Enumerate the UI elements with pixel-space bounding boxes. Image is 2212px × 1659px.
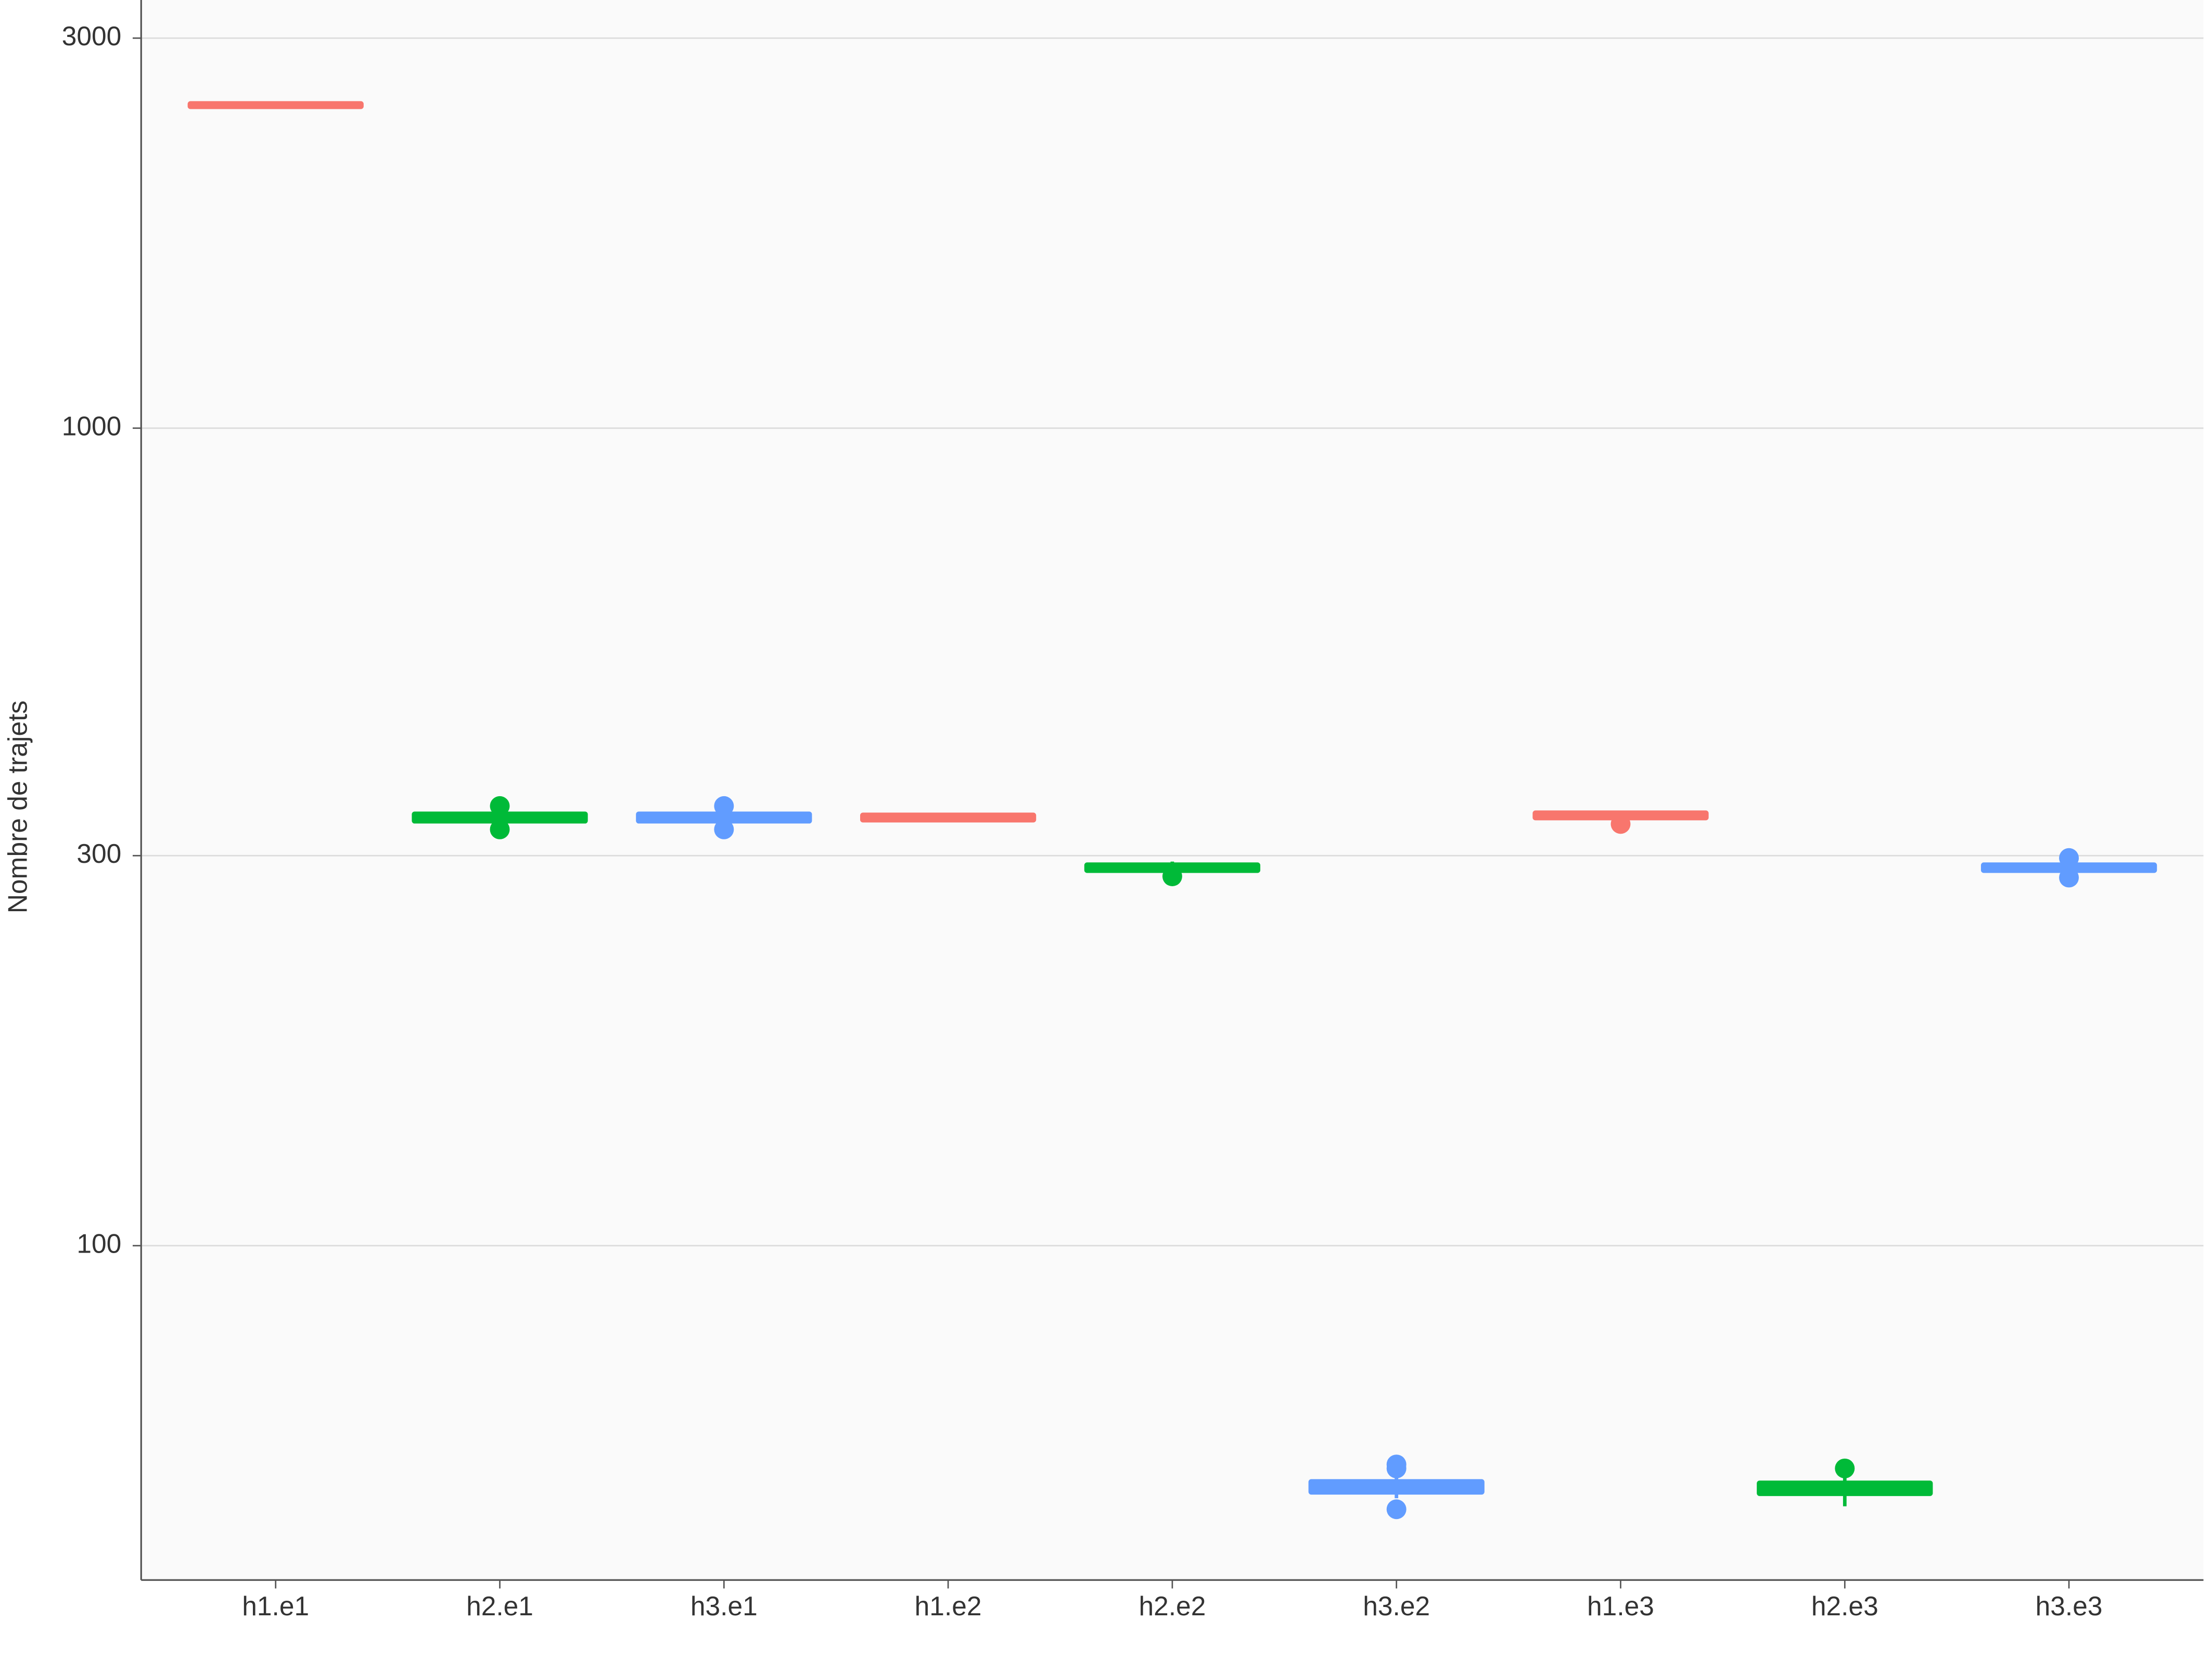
outlier xyxy=(2059,867,2079,888)
outlier xyxy=(1835,1458,1855,1478)
outlier xyxy=(714,819,734,839)
x-tick-label: h2.e3 xyxy=(1811,1591,1878,1621)
x-tick-label: h1.e2 xyxy=(915,1591,982,1621)
outlier xyxy=(1610,814,1631,834)
y-tick-label: 300 xyxy=(76,838,121,869)
x-tick-label: h2.e2 xyxy=(1139,1591,1206,1621)
x-tick-label: h2.e1 xyxy=(466,1591,533,1621)
outlier xyxy=(490,796,510,816)
x-tick-label: h3.e3 xyxy=(2036,1591,2103,1621)
y-tick-label: 100 xyxy=(76,1228,121,1258)
x-tick-label: h1.e3 xyxy=(1587,1591,1654,1621)
y-tick-label: 3000 xyxy=(62,21,122,51)
plot-background xyxy=(141,0,2204,1580)
outlier xyxy=(1386,1499,1407,1520)
x-tick-label: h3.e1 xyxy=(691,1591,758,1621)
x-tick-label: h1.e1 xyxy=(242,1591,309,1621)
y-tick-label: 1000 xyxy=(62,411,122,441)
outlier xyxy=(1162,866,1182,886)
y-axis-label: Nombre de trajets xyxy=(3,700,33,913)
x-tick-label: h3.e2 xyxy=(1363,1591,1430,1621)
outlier xyxy=(2059,848,2079,868)
outlier xyxy=(490,819,510,839)
outlier xyxy=(714,796,734,816)
outlier xyxy=(1386,1458,1407,1478)
